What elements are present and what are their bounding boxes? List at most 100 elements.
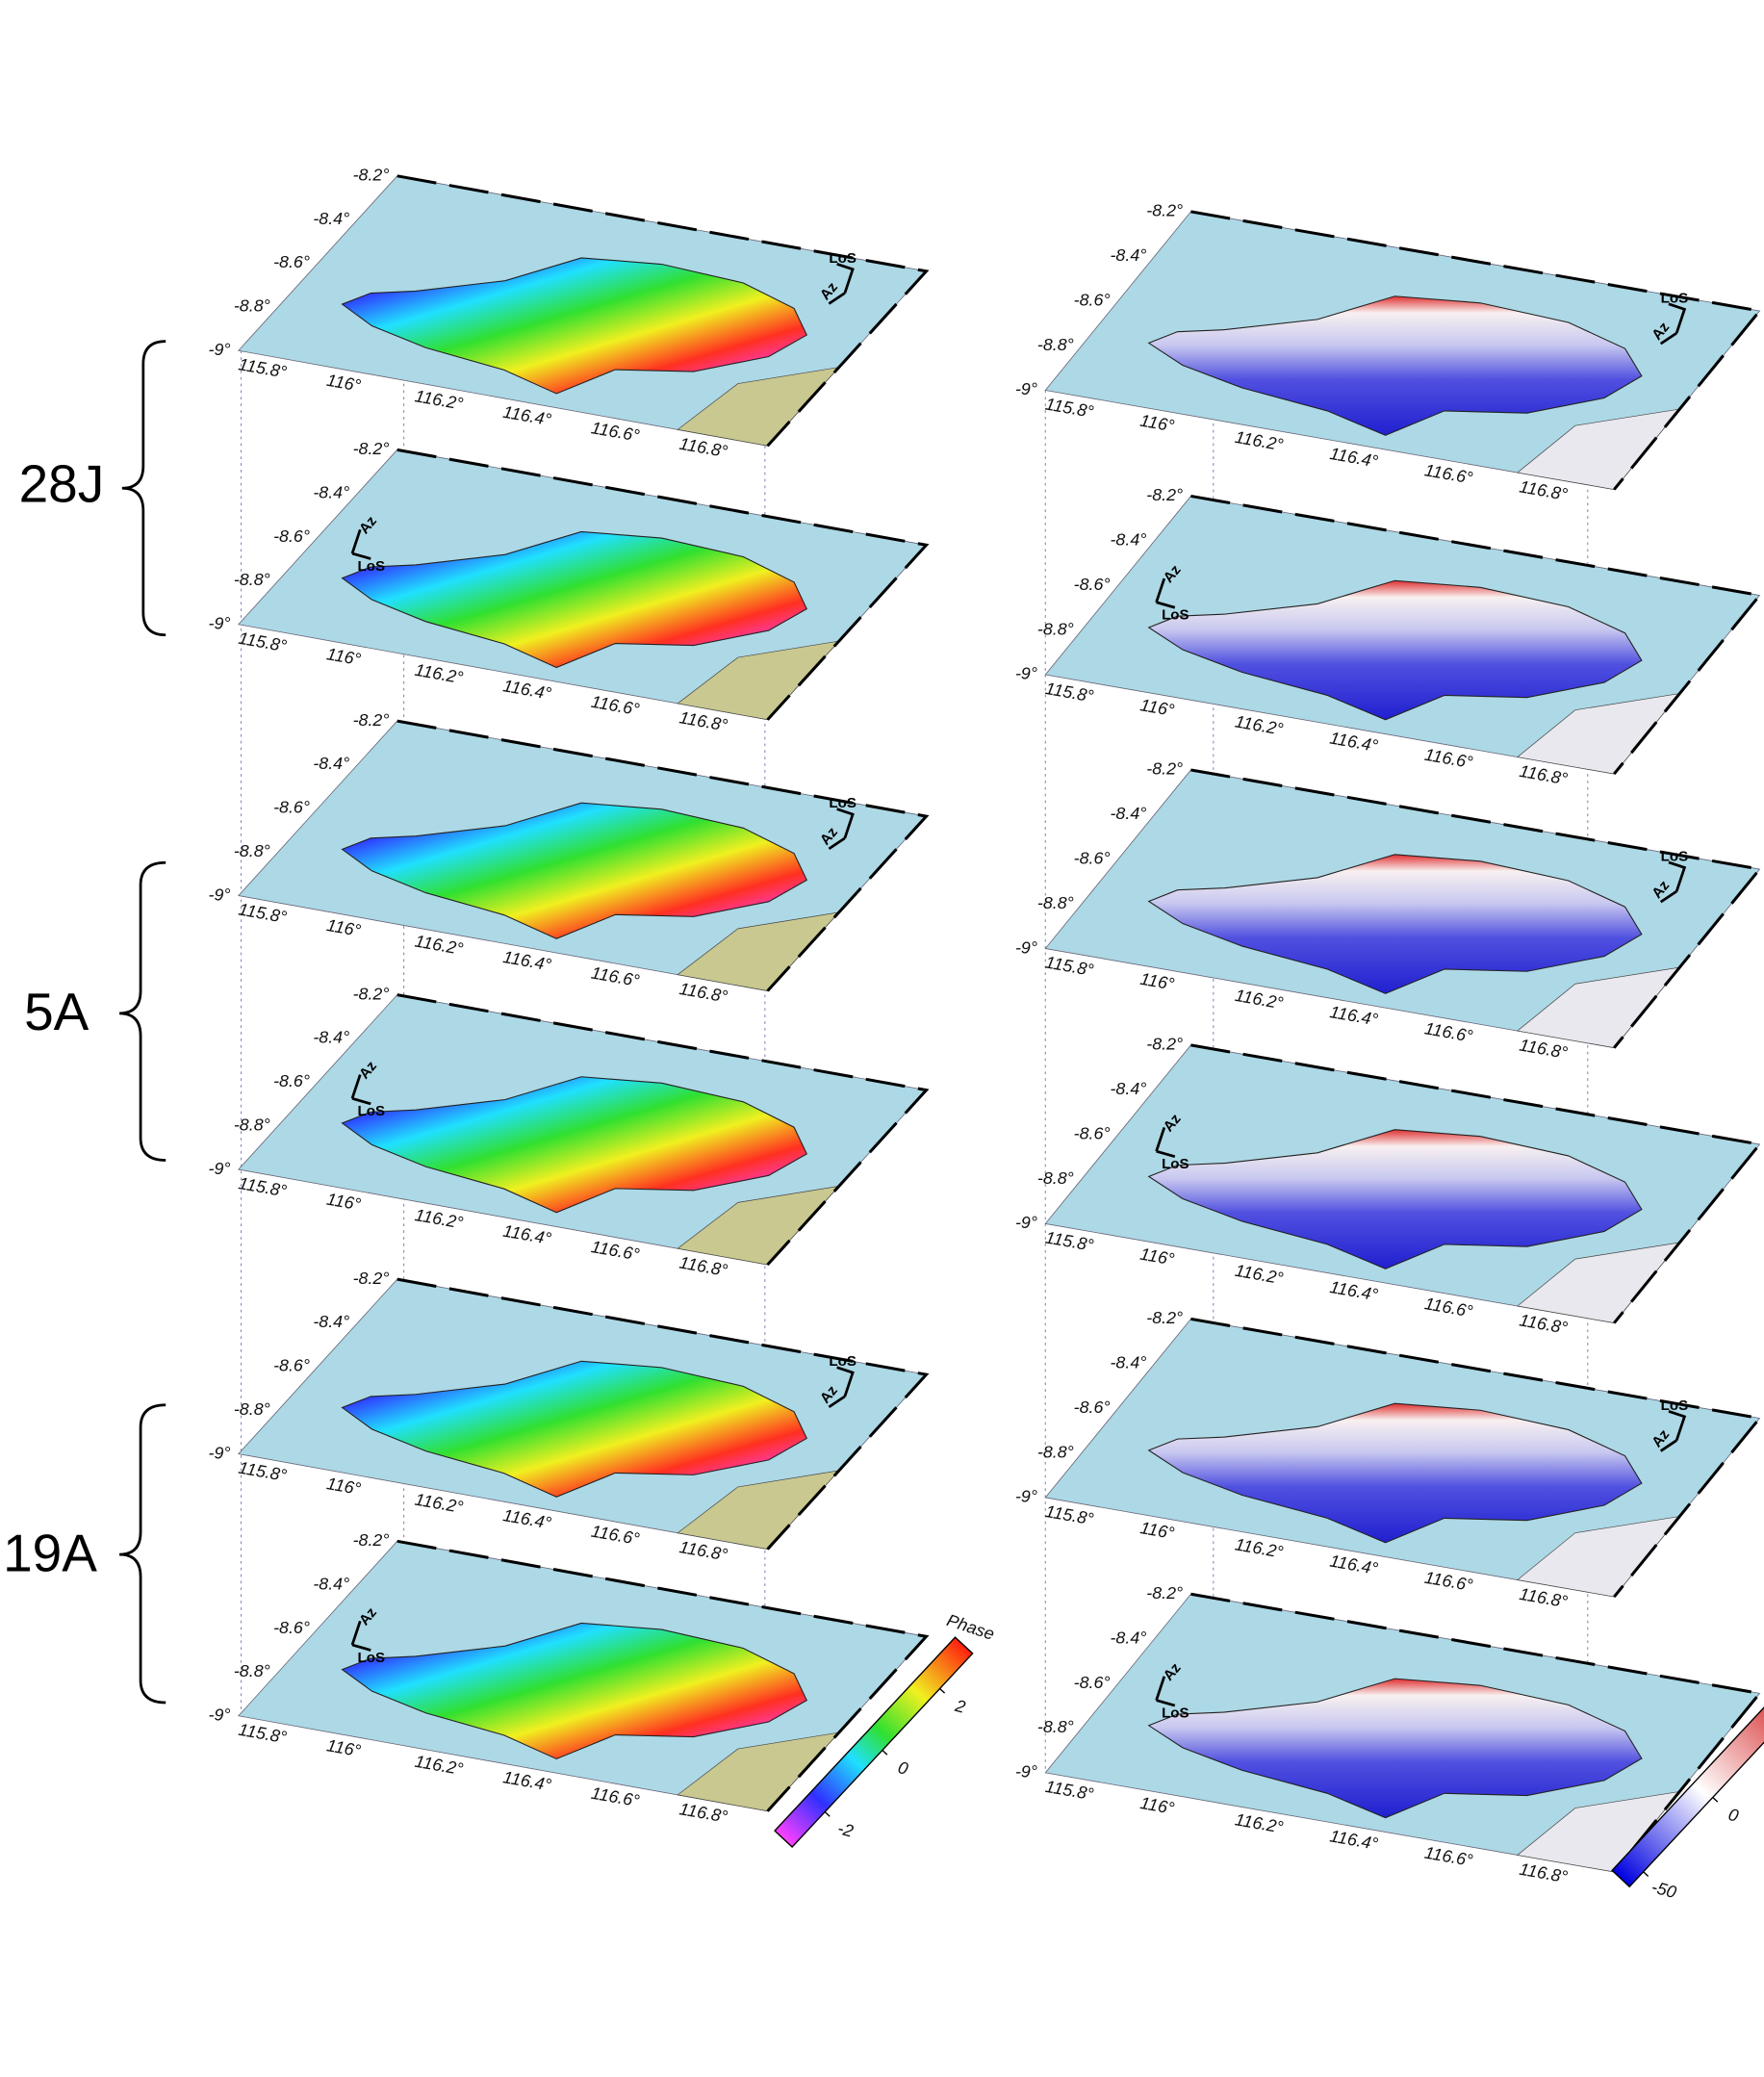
lat-label: -8.8°: [234, 841, 270, 860]
lat-label: -8.4°: [313, 482, 349, 501]
frame-edge: [1190, 494, 1763, 776]
colorbar-tick: [1643, 1871, 1649, 1877]
lat-label: -9°: [209, 1443, 231, 1462]
lat-label: -8.6°: [273, 252, 310, 271]
lat-label: -8.2°: [353, 710, 390, 730]
lat-label: -8.4°: [1110, 804, 1146, 823]
lat-label: -8.4°: [1110, 245, 1146, 265]
los-label: LoS: [1661, 848, 1689, 864]
map-panel: -8.2°-8.4°-8.6°-8.8°-9°115.8°116°116.2°1…: [1015, 1583, 1763, 1886]
arrow: [1155, 1127, 1176, 1158]
colorbar-tick: [824, 1811, 831, 1817]
lat-label: -8.6°: [1074, 1397, 1111, 1417]
lon-label: 115.8°: [1044, 1501, 1095, 1528]
map-panel: -8.2°-8.4°-8.6°-8.8°-9°115.8°116°116.2°1…: [1015, 759, 1763, 1063]
map-panel: -8.2°-8.4°-8.6°-8.8°-9°115.8°116°116.2°1…: [1015, 485, 1763, 788]
island: [341, 802, 808, 939]
frame-edge: [1190, 1043, 1763, 1324]
lat-label: -8.6°: [1074, 290, 1111, 309]
lat-label: -8.4°: [313, 209, 349, 228]
lat-label: -9°: [209, 1159, 231, 1178]
lat-label: -8.6°: [1074, 1123, 1111, 1142]
frame-edge: [396, 993, 930, 1267]
lon-label: 116.2°: [1234, 1809, 1285, 1836]
island: [1147, 1678, 1643, 1819]
frame-edge: [396, 719, 930, 992]
lat-label: -9°: [1015, 1762, 1037, 1782]
lon-label: 116.2°: [1234, 1534, 1285, 1561]
los-label: LoS: [829, 795, 856, 811]
lat-label: -9°: [1015, 937, 1037, 957]
lon-label: 116.6°: [1423, 1568, 1474, 1595]
los-label: LoS: [358, 558, 386, 575]
displacement-colorbar: 0 -50: [1611, 1676, 1764, 1902]
map-panel: -8.2°-8.4°-8.6°-8.8°-9°115.8°116°116.2°1…: [209, 984, 930, 1280]
lat-label: -8.2°: [353, 166, 390, 185]
lat-label: -8.4°: [313, 754, 349, 773]
los-label: LoS: [358, 1650, 386, 1666]
lon-label: 116.4°: [1328, 444, 1379, 471]
arrow: [828, 262, 855, 305]
phase-colorbar: 2 0 -2 Phase: [774, 1610, 997, 1848]
lat-label: -9°: [1015, 1213, 1037, 1232]
arrow: [350, 1620, 371, 1652]
lon-label: 115.8°: [1044, 1227, 1095, 1254]
lon-label: 116°: [1138, 411, 1176, 436]
colorbar-tick-label: -2: [835, 1818, 856, 1840]
lon-label: 116.4°: [1328, 1551, 1379, 1578]
arrow: [350, 528, 371, 560]
panels: -8.2° -8.4° -8.6° -8.8° -9° 115.8° 116° 116.2° 1…: [209, 166, 1763, 1886]
lon-label: 116°: [325, 1190, 363, 1215]
map-panel: -8.2°-8.4°-8.6°-8.8°-9°115.8°116°116.2°1…: [209, 439, 930, 735]
lon-label: 116°: [1138, 1244, 1176, 1269]
los-label: LoS: [1661, 290, 1689, 306]
island: [1147, 1402, 1643, 1544]
colorbar-tick-label: -50: [1649, 1877, 1678, 1902]
lon-label: 116°: [1138, 1793, 1176, 1818]
lat-label: -8.6°: [273, 1356, 310, 1375]
lon-label: 115.8°: [1044, 1777, 1095, 1804]
colorbar-tick: [882, 1749, 888, 1756]
lat-label: -8.8°: [234, 570, 270, 589]
colorbar-tick-label: 0: [896, 1757, 910, 1779]
lon-label: 116.6°: [1423, 1294, 1474, 1321]
lat-label: -8.4°: [1110, 1079, 1146, 1098]
neighbor-island: [1517, 1242, 1681, 1323]
arrow: [1155, 1676, 1176, 1707]
lat-label: -9°: [1015, 664, 1037, 683]
lon-label: 116.6°: [1423, 1018, 1474, 1045]
lat-label: -8.8°: [234, 296, 270, 316]
colorbar-tick: [939, 1687, 946, 1694]
frame-edge: [1190, 210, 1763, 491]
island: [341, 1622, 808, 1760]
lon-label: 115.8°: [1044, 953, 1095, 980]
frame-edge: [396, 174, 930, 448]
lon-label: 116.2°: [1234, 986, 1285, 1013]
lat-label: -8.2°: [1146, 1035, 1183, 1054]
lat-label: -8.8°: [1037, 335, 1074, 354]
arrow: [828, 1366, 855, 1409]
los-label: LoS: [1162, 606, 1189, 623]
map-panel: -8.2°-8.4°-8.6°-8.8°-9°115.8°116°116.2°1…: [209, 1530, 930, 1827]
lat-label: -8.6°: [1074, 575, 1111, 594]
arrow: [1659, 302, 1687, 346]
island: [1147, 854, 1643, 994]
lon-label: 116.4°: [1328, 1002, 1379, 1029]
lat-label: -8.2°: [353, 984, 390, 1003]
frame-edge: [396, 1277, 930, 1551]
lat-label: -8.8°: [234, 1115, 270, 1134]
lon-label: 116.8°: [1518, 1035, 1569, 1062]
lon-label: 116.8°: [1518, 476, 1569, 503]
lat-label: -8.2°: [353, 1530, 390, 1550]
colorbar-fill: [1611, 1676, 1764, 1888]
lat-label: -8.2°: [1146, 1583, 1183, 1603]
neighbor-island: [1517, 966, 1681, 1048]
lon-label: 116°: [1138, 695, 1176, 720]
arrow: [828, 808, 855, 850]
lon-label: 116°: [325, 644, 363, 669]
lon-label: 116.4°: [1328, 1826, 1379, 1853]
lat-label: -8.2°: [1146, 759, 1183, 779]
lon-label: 115.8°: [1044, 679, 1095, 705]
group-label: 19A: [3, 1523, 97, 1582]
